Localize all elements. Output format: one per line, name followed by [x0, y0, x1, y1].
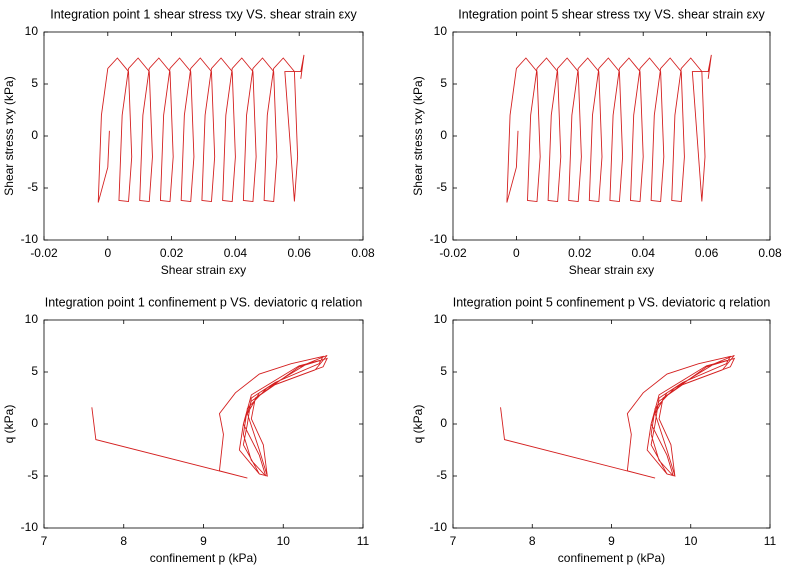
y-tick-label: 5 — [440, 364, 447, 378]
y-tick-label: -5 — [436, 468, 447, 482]
x-tick-label: 8 — [120, 534, 127, 548]
axes-box — [452, 31, 771, 241]
chart-title: Integration point 1 confinement p VS. de… — [45, 295, 363, 309]
x-tick-label: 0.06 — [695, 246, 719, 260]
data-line — [91, 354, 328, 479]
y-tick-label: 10 — [434, 24, 448, 38]
y-tick-label: 0 — [31, 128, 38, 142]
y-axis-label: Shear stress τxy (kPa) — [2, 76, 16, 195]
x-tick-label: 11 — [764, 534, 777, 548]
data-line — [506, 54, 712, 203]
chart-title: Integration point 5 shear stress τxy VS.… — [458, 7, 765, 21]
y-tick-label: -10 — [21, 232, 39, 246]
axes-box — [43, 31, 364, 241]
x-tick-label: 0.06 — [288, 246, 312, 260]
x-axis-label: confinement p (kPa) — [150, 551, 257, 565]
y-tick-label: 0 — [31, 416, 38, 430]
y-tick-label: -10 — [430, 520, 448, 534]
y-tick-label: 0 — [440, 416, 447, 430]
y-tick-label: 10 — [25, 312, 39, 326]
x-tick-label: 0.02 — [568, 246, 592, 260]
x-tick-label: 9 — [200, 534, 207, 548]
x-tick-label: 10 — [277, 534, 291, 548]
chart-title: Integration point 1 shear stress τxy VS.… — [50, 7, 357, 21]
y-axis-label: q (kPa) — [2, 405, 16, 444]
x-tick-label: 0 — [513, 246, 520, 260]
x-axis-label: Shear strain εxy — [569, 263, 654, 277]
y-tick-label: 5 — [31, 364, 38, 378]
axes-box — [43, 319, 364, 529]
data-line — [97, 54, 305, 203]
chart-title: Integration point 5 confinement p VS. de… — [453, 295, 771, 309]
y-axis-label: q (kPa) — [411, 405, 425, 444]
x-tick-label: 0.04 — [224, 246, 248, 260]
x-tick-label: 0.08 — [758, 246, 782, 260]
x-tick-label: 8 — [529, 534, 536, 548]
x-tick-label: -0.02 — [30, 246, 58, 260]
y-tick-label: -10 — [21, 520, 39, 534]
x-axis-label: confinement p (kPa) — [558, 551, 665, 565]
x-tick-label: 7 — [450, 534, 457, 548]
x-tick-label: -0.02 — [439, 246, 467, 260]
x-tick-label: 11 — [357, 534, 370, 548]
x-tick-label: 7 — [41, 534, 48, 548]
x-tick-label: 0 — [104, 246, 111, 260]
y-tick-label: 5 — [31, 76, 38, 90]
y-tick-label: 5 — [440, 76, 447, 90]
y-axis-label: Shear stress τxy (kPa) — [411, 76, 425, 195]
y-tick-label: 10 — [434, 312, 448, 326]
y-tick-label: -5 — [27, 180, 38, 194]
x-tick-label: 0.02 — [160, 246, 184, 260]
x-tick-label: 0.08 — [351, 246, 375, 260]
x-tick-label: 0.04 — [632, 246, 656, 260]
x-tick-label: 9 — [608, 534, 615, 548]
x-tick-label: 10 — [684, 534, 698, 548]
x-axis-label: Shear strain εxy — [161, 263, 246, 277]
y-tick-label: -10 — [430, 232, 448, 246]
y-tick-label: -5 — [436, 180, 447, 194]
y-tick-label: 10 — [25, 24, 39, 38]
axes-box — [452, 319, 771, 529]
y-tick-label: 0 — [440, 128, 447, 142]
y-tick-label: -5 — [27, 468, 38, 482]
data-line — [500, 354, 736, 479]
